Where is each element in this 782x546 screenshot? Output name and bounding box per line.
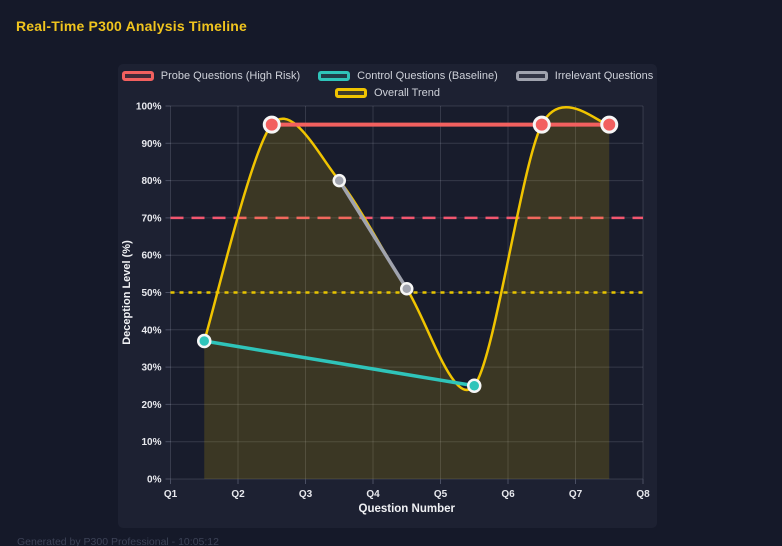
legend-item-probe-questions-high-risk[interactable]: Probe Questions (High Risk): [121, 70, 301, 82]
series-line-irrelevant-questions: [337, 178, 409, 291]
chart-svg: 0% 10% 20% 30% 40% 50% 60% 70% 80% 90% 100% Q1 Q2 Q3 Q…: [121, 102, 650, 516]
y-tick-label: 0%: [147, 475, 162, 486]
data-point-probe-questions-high-risk[interactable]: [262, 115, 281, 134]
chart-area: 0% 10% 20% 30% 40% 50% 60% 70% 80% 90% 100% Q1 Q2 Q3 Q…: [118, 64, 657, 528]
y-tick-label: 30%: [141, 363, 161, 374]
y-tick-label: 40%: [141, 325, 161, 336]
legend-swatch-icon: [334, 88, 367, 98]
legend-row: Probe Questions (High Risk) Control Quest…: [121, 70, 654, 82]
legend-swatch-icon: [121, 71, 154, 81]
x-tick-label: Q1: [164, 489, 178, 500]
legend-row: Overall Trend: [334, 87, 441, 99]
data-point-probe-questions-high-risk[interactable]: [600, 115, 619, 134]
x-tick-label: Q8: [636, 489, 650, 500]
x-tick-label: Q7: [569, 489, 583, 500]
legend-swatch-icon: [318, 71, 351, 81]
y-tick-label: 80%: [141, 176, 161, 187]
data-point-probe-questions-high-risk[interactable]: [532, 115, 551, 134]
x-tick-label: Q2: [231, 489, 245, 500]
footer-timestamp: Generated by P300 Professional - 10:05:1…: [17, 536, 219, 546]
x-tick-label: Q4: [366, 489, 380, 500]
data-point-irrelevant-questions[interactable]: [400, 282, 414, 296]
x-tick-label: Q5: [434, 489, 448, 500]
data-point-control-questions-baseline[interactable]: [467, 378, 482, 393]
y-tick-label: 90%: [141, 139, 161, 150]
y-axis-title: Deception Level (%): [121, 240, 133, 345]
legend-label: Irrelevant Questions: [554, 70, 654, 82]
legend-item-control-questions-baseline[interactable]: Control Questions (Baseline): [318, 70, 498, 82]
y-tick-label: 60%: [141, 251, 161, 262]
legend-label: Probe Questions (High Risk): [160, 70, 301, 82]
legend-swatch-icon: [515, 71, 548, 81]
legend-label: Control Questions (Baseline): [357, 70, 498, 82]
chart-panel: Probe Questions (High Risk) Control Quest…: [118, 64, 657, 528]
chart-legend: Probe Questions (High Risk) Control Quest…: [118, 70, 657, 99]
x-tick-label: Q3: [299, 489, 313, 500]
legend-item-irrelevant-questions[interactable]: Irrelevant Questions: [515, 70, 654, 82]
y-tick-label: 20%: [141, 400, 161, 411]
x-axis-title: Question Number: [359, 503, 456, 515]
legend-item-overall-trend[interactable]: Overall Trend: [334, 87, 441, 99]
x-tick-label: Q6: [501, 489, 515, 500]
legend-label: Overall Trend: [373, 87, 441, 99]
y-tick-label: 100%: [136, 102, 162, 113]
y-tick-label: 70%: [141, 213, 161, 224]
y-tick-label: 10%: [141, 437, 161, 448]
y-tick-label: 50%: [141, 288, 161, 299]
data-point-irrelevant-questions[interactable]: [332, 173, 346, 188]
data-point-control-questions-baseline[interactable]: [197, 333, 212, 349]
series-line-control-questions-baseline: [202, 339, 476, 388]
page-title: Real-Time P300 Analysis Timeline: [16, 18, 248, 34]
